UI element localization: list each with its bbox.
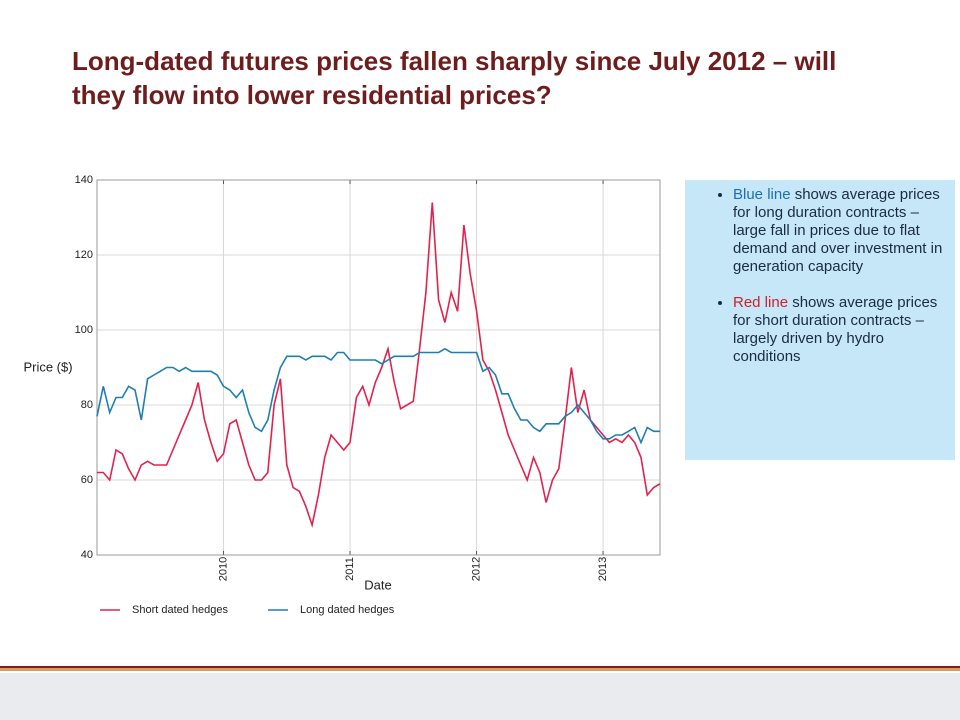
- bullet: Blue line shows average prices for long …: [733, 186, 945, 276]
- bullet-lead: Blue line: [733, 186, 791, 203]
- x-tick-label: 2013: [597, 557, 609, 581]
- bullet-text: shows average prices for long duration c…: [733, 186, 943, 275]
- x-axis-label: Date: [364, 577, 391, 592]
- data-line: [97, 202, 661, 529]
- y-tick-label: 120: [75, 249, 93, 261]
- slide-title: Long-dated futures prices fallen sharply…: [72, 46, 837, 110]
- plot-frame: [96, 179, 661, 556]
- notes-box: Blue line shows average prices for long …: [685, 180, 955, 460]
- x-tick-label: 2010: [217, 557, 229, 581]
- y-axis-label: Price ($): [23, 359, 72, 374]
- y-tick-label: 60: [81, 474, 93, 486]
- x-tick-label: 2011: [344, 557, 356, 581]
- bullet: Red line shows average prices for short …: [733, 294, 945, 366]
- y-tick-label: 100: [75, 324, 93, 336]
- legend-label: Long dated hedges: [300, 604, 395, 616]
- footer-rule: [0, 668, 960, 671]
- bullet-list: Blue line shows average prices for long …: [705, 186, 945, 366]
- footer-rule: [0, 666, 960, 668]
- data-line: [96, 347, 660, 445]
- y-tick-label: 140: [75, 174, 93, 186]
- bullet-text: shows average prices for short duration …: [733, 294, 938, 365]
- bullet-lead: Red line: [733, 294, 789, 311]
- y-tick-label: 80: [81, 399, 93, 411]
- x-tick-label: 2012: [470, 557, 482, 581]
- footer-band: [0, 673, 960, 720]
- y-tick-label: 40: [81, 549, 93, 561]
- legend-label: Short dated hedges: [132, 604, 229, 616]
